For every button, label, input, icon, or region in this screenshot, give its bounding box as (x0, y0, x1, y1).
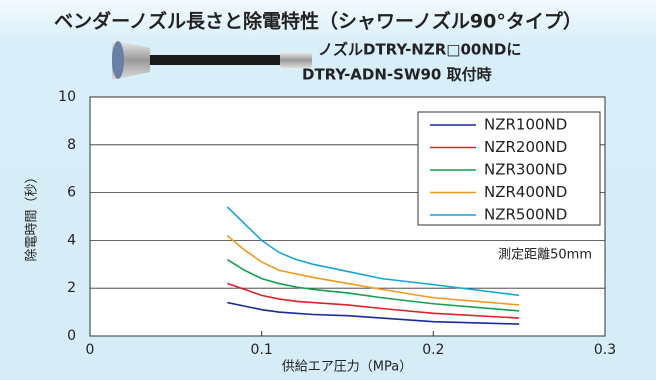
y-axis-label: 除電時間（秒） (25, 170, 40, 261)
y-tick-label: 6 (67, 185, 76, 201)
plot-frame (89, 96, 606, 337)
series-line (226, 235, 520, 306)
series-line (227, 301, 520, 325)
x-tick-label: 0.1 (251, 342, 273, 358)
y-tick-label: 2 (67, 280, 76, 296)
x-axis-label: 供給エア圧力（MPa） (282, 360, 412, 375)
y-tick-label: 10 (58, 89, 76, 105)
legend-label: NZR300ND (484, 161, 567, 179)
y-tick-label: 8 (67, 137, 76, 153)
x-tick-label: 0.3 (594, 342, 616, 358)
series-line (226, 206, 520, 297)
legend-label: NZR400ND (484, 183, 567, 201)
y-tick-label: 4 (67, 232, 76, 248)
series-line (226, 258, 520, 312)
nozzle-image (112, 40, 312, 80)
legend-box (417, 111, 601, 226)
legend-label: NZR100ND (484, 116, 567, 134)
subtitle: DTRY-ADN-SW90 取付時 (302, 66, 492, 84)
legend-label: NZR200ND (484, 138, 567, 156)
chart-title: ベンダーノズル長さと除電特性（シャワーノズル90°タイプ） (54, 10, 582, 33)
x-tick-label: 0 (86, 342, 95, 358)
legend-label: NZR500ND (484, 206, 567, 224)
annotation: 測定距離50mm (498, 248, 592, 263)
subtitle: ノズルDTRY-NZR□00NDに (318, 41, 521, 59)
x-tick-label: 0.2 (422, 342, 444, 358)
series-line (227, 282, 520, 319)
y-tick-label: 0 (67, 328, 76, 344)
